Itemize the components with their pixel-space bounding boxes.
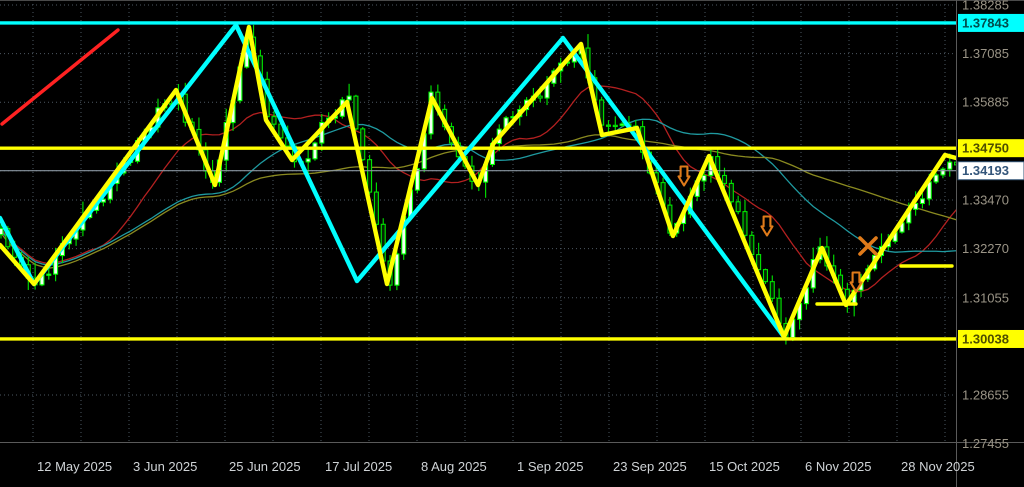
svg-text:1.34750: 1.34750 [962, 141, 1009, 156]
svg-text:1.33470: 1.33470 [962, 193, 1009, 208]
svg-text:1 Sep 2025: 1 Sep 2025 [517, 459, 584, 474]
svg-text:23 Sep 2025: 23 Sep 2025 [613, 459, 687, 474]
svg-text:1.31055: 1.31055 [962, 290, 1009, 305]
svg-text:1.35885: 1.35885 [962, 95, 1009, 110]
svg-text:15 Oct 2025: 15 Oct 2025 [709, 459, 780, 474]
svg-text:8 Aug 2025: 8 Aug 2025 [421, 459, 487, 474]
svg-text:1.32270: 1.32270 [962, 241, 1009, 256]
svg-text:6 Nov 2025: 6 Nov 2025 [805, 459, 872, 474]
svg-text:25 Jun 2025: 25 Jun 2025 [229, 459, 301, 474]
svg-text:1.37843: 1.37843 [962, 15, 1009, 30]
svg-text:17 Jul 2025: 17 Jul 2025 [325, 459, 392, 474]
svg-text:1.37085: 1.37085 [962, 46, 1009, 61]
svg-text:28 Nov 2025: 28 Nov 2025 [901, 459, 975, 474]
svg-text:1.28655: 1.28655 [962, 387, 1009, 402]
svg-text:1.34193: 1.34193 [962, 163, 1009, 178]
svg-text:12 May 2025: 12 May 2025 [37, 459, 112, 474]
svg-text:1.27455: 1.27455 [962, 436, 1009, 451]
svg-text:1.38285: 1.38285 [962, 0, 1009, 13]
svg-text:1.30038: 1.30038 [962, 331, 1009, 346]
svg-text:3 Jun 2025: 3 Jun 2025 [133, 459, 197, 474]
